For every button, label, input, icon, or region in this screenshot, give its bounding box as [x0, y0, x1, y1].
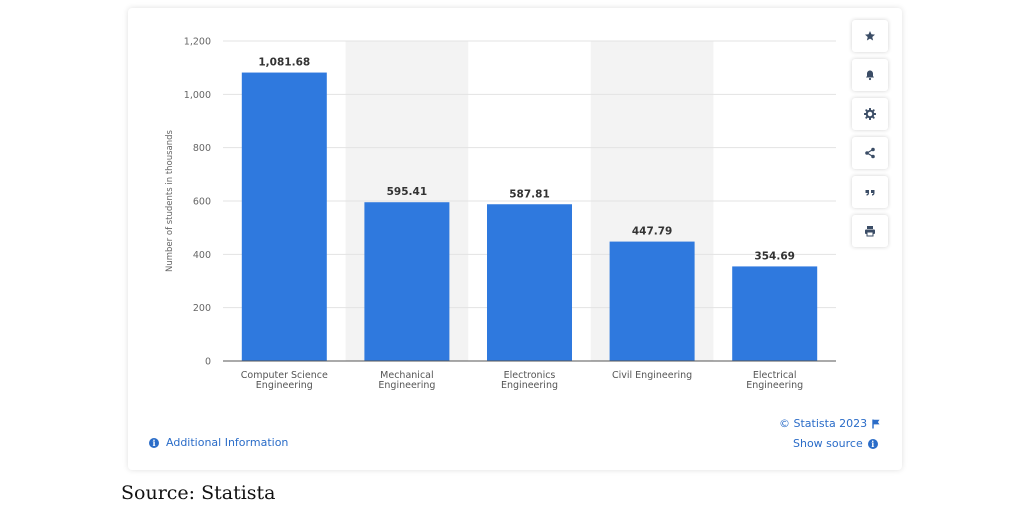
bar-civil-engineering	[609, 241, 695, 361]
y-tick-label: 1,200	[184, 37, 211, 48]
settings-button[interactable]	[852, 98, 888, 130]
x-tick-label: Civil Engineering	[612, 370, 692, 381]
print-button[interactable]	[852, 215, 888, 247]
share-button[interactable]	[852, 137, 888, 169]
print-icon	[865, 226, 875, 237]
cite-button[interactable]	[852, 176, 888, 208]
y-tick-label: 1,000	[184, 90, 211, 101]
y-tick-label: 600	[193, 197, 211, 208]
chart-toolbar	[852, 20, 888, 254]
copyright-label: © Statista 2023	[779, 417, 868, 430]
x-tick-label: Engineering	[378, 380, 435, 391]
quote-icon	[865, 190, 875, 196]
y-tick-label: 400	[193, 250, 211, 261]
x-tick-label: Electronics	[504, 370, 556, 381]
bar-computer-science-engineering	[241, 72, 327, 361]
favorite-button[interactable]	[852, 20, 888, 52]
data-label: 587.81	[509, 188, 550, 200]
data-label: 595.41	[387, 186, 428, 198]
bar-chart: 0 200 400 600 800 1,000 1,200 Number of student…	[165, 37, 836, 391]
y-axis-title: Number of students in thousands	[165, 129, 175, 272]
chart-card: 0 200 400 600 800 1,000 1,200 Number of student…	[128, 8, 902, 470]
share-icon	[865, 147, 875, 159]
gear-icon	[864, 108, 876, 120]
show-source-label: Show source	[793, 437, 863, 450]
x-tick-label: Computer Science	[241, 370, 328, 381]
source-caption: Source: Statista	[121, 482, 276, 504]
y-tick-label: 0	[205, 357, 211, 368]
data-label: 354.69	[754, 250, 795, 262]
data-label: 447.79	[632, 226, 673, 238]
show-source-link[interactable]: Show source i	[793, 437, 878, 450]
bell-icon	[866, 70, 874, 81]
x-tick-label: Engineering	[501, 380, 558, 391]
y-tick-label: 200	[193, 303, 211, 314]
info-icon: i	[149, 437, 159, 448]
x-tick-label: Engineering	[746, 380, 803, 391]
additional-information-label: Additional Information	[166, 436, 289, 449]
x-tick-label: Mechanical	[380, 370, 433, 381]
info-icon: i	[867, 438, 878, 449]
bar-electronics-engineering	[487, 204, 572, 361]
flag-icon	[872, 419, 880, 428]
statista-copyright-link[interactable]: © Statista 2023	[779, 417, 881, 430]
x-tick-label: Engineering	[256, 380, 313, 391]
y-tick-label: 800	[193, 143, 211, 154]
star-icon	[865, 31, 875, 41]
bar-electrical-engineering	[732, 266, 818, 361]
notification-button[interactable]	[852, 59, 888, 91]
additional-information-link[interactable]: i Additional Information	[149, 436, 288, 449]
data-label: 1,081.68	[258, 57, 310, 69]
x-tick-label: Electrical	[753, 370, 797, 381]
bar-mechanical-engineering	[364, 202, 450, 361]
